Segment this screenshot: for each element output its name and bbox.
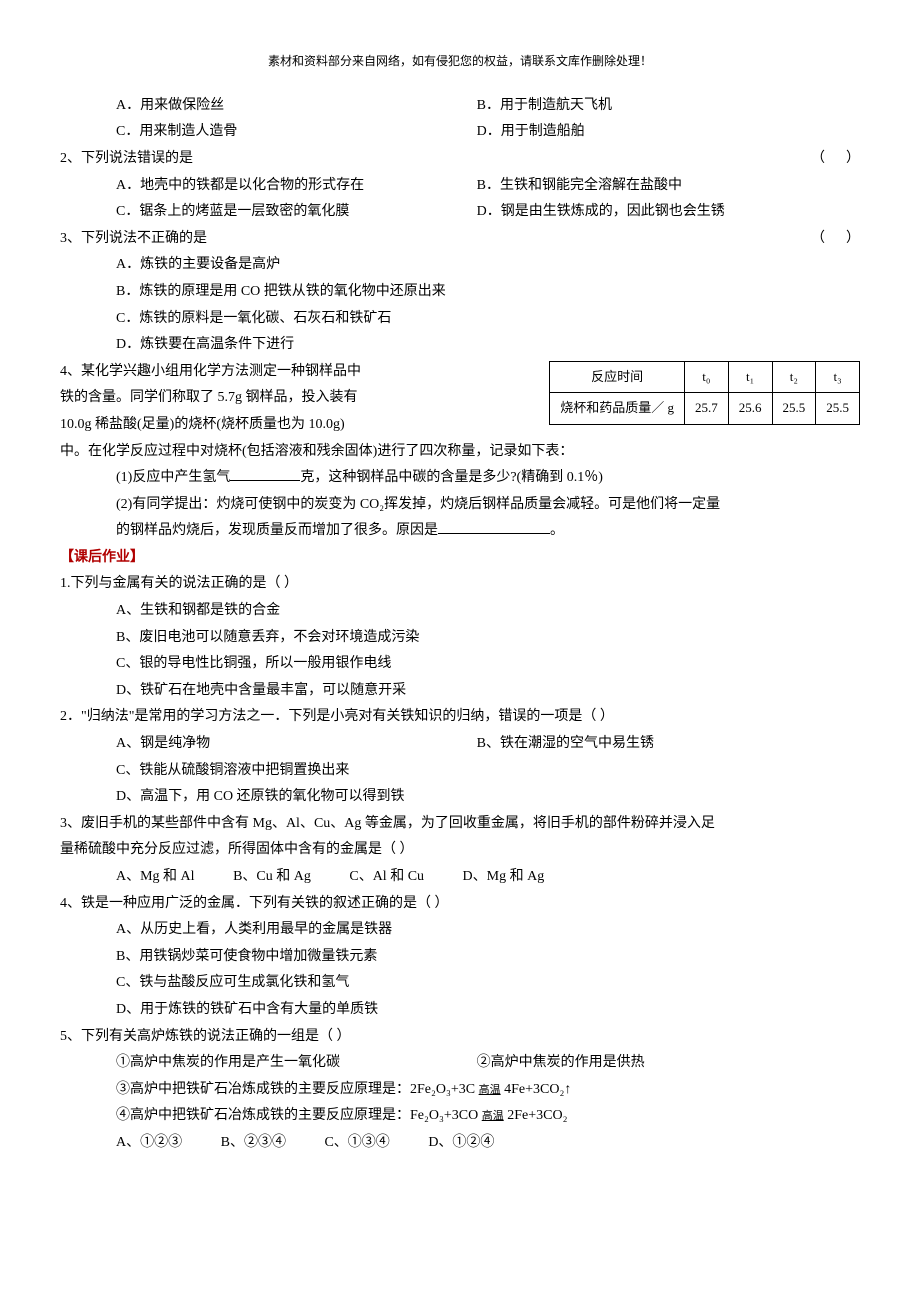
hw2-opt-a: A、钢是纯净物: [116, 731, 473, 758]
hw2-opt-b: B、铁在潮湿的空气中易生锈: [477, 731, 834, 758]
hw3-opt-b: B、Cu 和 Ag: [233, 864, 311, 891]
hw5-s3: ③高炉中把铁矿石冶炼成铁的主要反应原理是：2Fe₂O₃+3C 高温 4Fe+3C…: [60, 1077, 860, 1104]
q3-opt-d: D．炼铁要在高温条件下进行: [60, 332, 860, 359]
hw5-opt-a: A、①②③: [116, 1130, 182, 1157]
th-t3: t₃: [816, 361, 860, 393]
th-t1: t₁: [728, 361, 772, 393]
hw5-opt-c: C、①③④: [324, 1130, 389, 1157]
q4-part1-b: 克，这种钢样品中碳的含量是多少?(精确到 0.1％): [300, 470, 603, 485]
blank-field[interactable]: [230, 466, 300, 481]
hw2-row-ab: A、钢是纯净物 B、铁在潮湿的空气中易生锈: [60, 731, 860, 758]
hw5-stem: 5、下列有关高炉炼铁的说法正确的一组是（ ）: [60, 1024, 860, 1051]
hw1-opt-a: A、生铁和钢都是铁的合金: [60, 598, 860, 625]
q3-opt-a: A．炼铁的主要设备是高炉: [60, 252, 860, 279]
td-v2: 25.5: [772, 393, 816, 425]
hw5-s4b: 2Fe+3CO₂: [504, 1108, 568, 1123]
hw1-opt-c: C、银的导电性比铜强，所以一般用银作电线: [60, 651, 860, 678]
hw3-stem1: 3、废旧手机的某些部件中含有 Mg、Al、Cu、Ag 等金属，为了回收重金属，将…: [60, 811, 860, 838]
th-t2: t₂: [772, 361, 816, 393]
q4-part1: (1)反应中产生氢气 克，这种钢样品中碳的含量是多少?(精确到 0.1％): [60, 465, 860, 492]
hw5-s3-cond: 高温: [479, 1084, 501, 1096]
hw5-s4-cond: 高温: [482, 1110, 504, 1122]
q3-paren: （ ）: [811, 226, 860, 253]
q2-opt-b: B．生铁和钢能完全溶解在盐酸中: [477, 173, 834, 200]
q1-opt-c: C．用来制造人造骨: [116, 119, 473, 146]
hw5-opt-d: D、①②④: [428, 1130, 494, 1157]
q1-opt-a: A．用来做保险丝: [116, 93, 473, 120]
td-v1: 25.6: [728, 393, 772, 425]
q2-opt-a: A．地壳中的铁都是以化合物的形式存在: [116, 173, 473, 200]
q2-opt-d: D．钢是由生铁炼成的，因此钢也会生锈: [477, 199, 834, 226]
hw5-s4a: ④高炉中把铁矿石冶炼成铁的主要反应原理是：Fe₂O₃+3CO: [116, 1108, 482, 1123]
q4-part2a: (2)有同学提出：灼烧可使钢中的炭变为 CO₂挥发掉，灼烧后钢样品质量会减轻。可…: [60, 492, 860, 519]
hw4-opt-b: B、用铁锅炒菜可使食物中增加微量铁元素: [60, 944, 860, 971]
hw4-opt-d: D、用于炼铁的铁矿石中含有大量的单质铁: [60, 997, 860, 1024]
hw2-opt-d: D、高温下，用 CO 还原铁的氧化物可以得到铁: [60, 784, 860, 811]
header-note: 素材和资料部分来自网络，如有侵犯您的权益，请联系文库作删除处理！: [60, 50, 860, 73]
q1-opts-row1: A．用来做保险丝 B．用于制造航天飞机: [60, 93, 860, 120]
q1-opt-d: D．用于制造船舶: [477, 119, 834, 146]
q2-opts-row1: A．地壳中的铁都是以化合物的形式存在 B．生铁和钢能完全溶解在盐酸中: [60, 173, 860, 200]
hw3-opts: A、Mg 和 Al B、Cu 和 Ag C、Al 和 Cu D、Mg 和 Ag: [60, 864, 860, 891]
td-v3: 25.5: [816, 393, 860, 425]
hw5-opts: A、①②③ B、②③④ C、①③④ D、①②④: [60, 1130, 860, 1157]
q3-opt-c: C．炼铁的原料是一氧化碳、石灰石和铁矿石: [60, 306, 860, 333]
hw5-s1: ①高炉中焦炭的作用是产生一氧化碳: [116, 1050, 473, 1077]
hw2-opt-c: C、铁能从硫酸铜溶液中把铜置换出来: [60, 758, 860, 785]
q4-line4: 中。在化学反应过程中对烧杯(包括溶液和残余固体)进行了四次称量，记录如下表：: [60, 439, 860, 466]
hw5-s3a: ③高炉中把铁矿石冶炼成铁的主要反应原理是：2Fe₂O₃+3C: [116, 1082, 479, 1097]
hw5-s12: ①高炉中焦炭的作用是产生一氧化碳 ②高炉中焦炭的作用是供热: [60, 1050, 860, 1077]
hw4-opt-a: A、从历史上看，人类利用最早的金属是铁器: [60, 917, 860, 944]
hw5-s3b: 4Fe+3CO₂↑: [501, 1082, 572, 1097]
q4-part2c: 。: [550, 523, 564, 538]
hw5-s2: ②高炉中焦炭的作用是供热: [477, 1055, 645, 1070]
q2-stem-row: 2、下列说法错误的是 （ ）: [60, 146, 860, 173]
blank-field[interactable]: [438, 519, 550, 534]
hw2-stem: 2．"归纳法"是常用的学习方法之一．下列是小亮对有关铁知识的归纳，错误的一项是（…: [60, 704, 860, 731]
q3-opt-b: B．炼铁的原理是用 CO 把铁从铁的氧化物中还原出来: [60, 279, 860, 306]
q3-stem: 3、下列说法不正确的是: [60, 226, 811, 253]
hw1-opt-d: D、铁矿石在地壳中含量最丰富，可以随意开采: [60, 678, 860, 705]
hw5-s4: ④高炉中把铁矿石冶炼成铁的主要反应原理是：Fe₂O₃+3CO 高温 2Fe+3C…: [60, 1103, 860, 1130]
q4-part2b-text: 的钢样品灼烧后，发现质量反而增加了很多。原因是: [116, 523, 438, 538]
q1-opts-row2: C．用来制造人造骨 D．用于制造船舶: [60, 119, 860, 146]
hw5-opt-b: B、②③④: [221, 1130, 286, 1157]
q4-part1-a: (1)反应中产生氢气: [116, 470, 230, 485]
table-row: 烧杯和药品质量／ g 25.7 25.6 25.5 25.5: [550, 393, 860, 425]
homework-title: 【课后作业】: [60, 545, 860, 572]
q2-opt-c: C．锯条上的烤蓝是一层致密的氧化膜: [116, 199, 473, 226]
hw4-opt-c: C、铁与盐酸反应可生成氯化铁和氢气: [60, 970, 860, 997]
hw3-opt-d: D、Mg 和 Ag: [463, 864, 545, 891]
hw3-opt-c: C、Al 和 Cu: [349, 864, 424, 891]
td-label: 烧杯和药品质量／ g: [550, 393, 685, 425]
hw1-opt-b: B、废旧电池可以随意丢弃，不会对环境造成污染: [60, 625, 860, 652]
hw4-stem: 4、铁是一种应用广泛的金属．下列有关铁的叙述正确的是（ ）: [60, 891, 860, 918]
table-row: 反应时间 t₀ t₁ t₂ t₃: [550, 361, 860, 393]
q4-part2b: 的钢样品灼烧后，发现质量反而增加了很多。原因是 。: [60, 518, 860, 545]
hw3-opt-a: A、Mg 和 Al: [116, 864, 195, 891]
th-time: 反应时间: [550, 361, 685, 393]
q3-stem-row: 3、下列说法不正确的是 （ ）: [60, 226, 860, 253]
td-v0: 25.7: [685, 393, 729, 425]
q2-stem: 2、下列说法错误的是: [60, 146, 811, 173]
q2-opts-row2: C．锯条上的烤蓝是一层致密的氧化膜 D．钢是由生铁炼成的，因此钢也会生锈: [60, 199, 860, 226]
q2-paren: （ ）: [811, 146, 860, 173]
hw3-stem2: 量稀硫酸中充分反应过滤，所得固体中含有的金属是（ ）: [60, 837, 860, 864]
q4-data-table: 反应时间 t₀ t₁ t₂ t₃ 烧杯和药品质量／ g 25.7 25.6 25…: [549, 361, 860, 425]
th-t0: t₀: [685, 361, 729, 393]
q1-opt-b: B．用于制造航天飞机: [477, 93, 834, 120]
hw1-stem: 1.下列与金属有关的说法正确的是（ ）: [60, 571, 860, 598]
